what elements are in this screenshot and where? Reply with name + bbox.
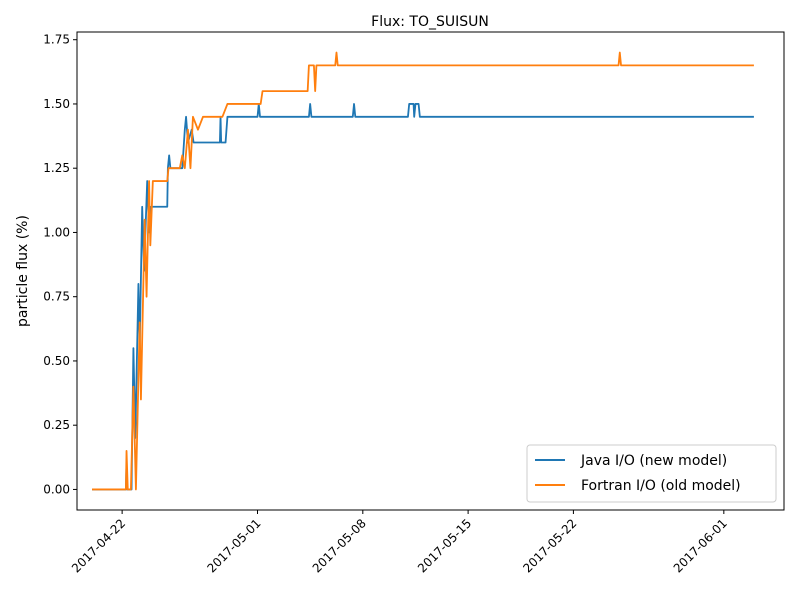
- legend-label-java: Java I/O (new model): [580, 453, 727, 469]
- y-tick-label: 0.25: [43, 418, 70, 432]
- plot-area: [76, 31, 785, 511]
- legend-label-fortran: Fortran I/O (old model): [581, 478, 741, 494]
- y-tick-label: 1.75: [43, 33, 70, 47]
- y-tick-label: 1.25: [43, 161, 70, 175]
- y-axis: 0.00 0.25 0.50 0.75 1.00 1.25 1.50 1.75: [43, 33, 77, 496]
- y-tick-label: 0.75: [43, 290, 70, 304]
- legend: Java I/O (new model) Fortran I/O (old mo…: [526, 444, 777, 503]
- chart-title: Flux: TO_SUISUN: [371, 14, 489, 30]
- series-line-1: [92, 51, 754, 491]
- y-tick-label: 0.00: [43, 482, 70, 496]
- y-tick-label: 1.00: [43, 225, 70, 239]
- y-tick-label: 1.50: [43, 97, 70, 111]
- legend-box: [526, 444, 777, 503]
- y-axis-label: particle flux (%): [15, 215, 31, 327]
- y-tick-label: 0.50: [43, 354, 70, 368]
- plot-frame: [76, 31, 785, 511]
